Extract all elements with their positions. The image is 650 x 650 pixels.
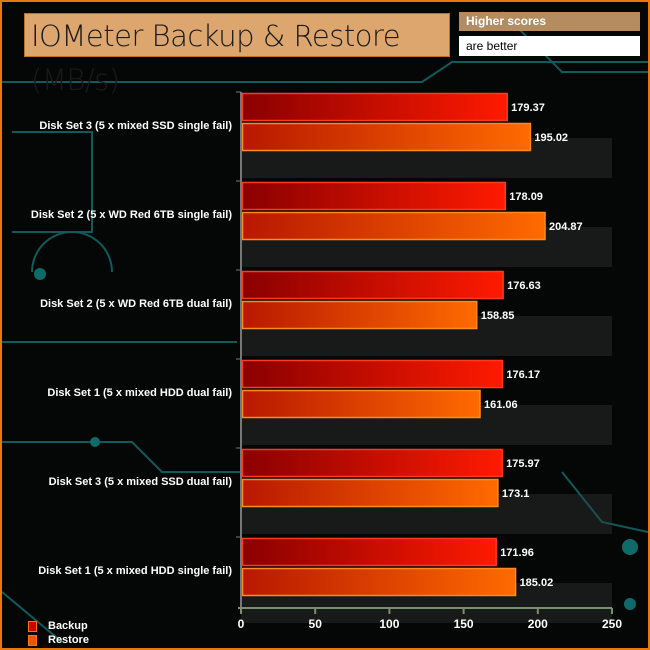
category-label: Disk Set 2 (5 x WD Red 6TB dual fail) [40, 298, 232, 310]
data-label: 158.85 [481, 310, 515, 322]
bar-restore [241, 478, 499, 508]
restore-swatch [28, 634, 37, 646]
are-better-label: are better [459, 36, 640, 56]
data-label: 173.1 [502, 488, 530, 500]
data-label: 175.97 [506, 458, 540, 470]
category-label: Disk Set 1 (5 x mixed HDD dual fail) [47, 387, 232, 399]
data-label: 171.96 [500, 547, 534, 559]
legend-item-restore: Restore [28, 633, 89, 647]
bar-backup [241, 92, 508, 122]
bar-backup [241, 181, 507, 211]
bar-backup [241, 270, 504, 300]
backup-swatch [28, 620, 37, 632]
bar-restore [241, 122, 532, 152]
category-label: Disk Set 3 (5 x mixed SSD dual fail) [49, 476, 233, 488]
x-tick-label: 150 [454, 617, 474, 631]
data-label: 179.37 [511, 102, 545, 114]
category-label: Disk Set 2 (5 x WD Red 6TB single fail) [31, 209, 232, 221]
bar-restore [241, 389, 481, 419]
bar-restore [241, 211, 546, 241]
bar-restore [241, 300, 478, 330]
legend-item-backup: Backup [28, 619, 89, 633]
data-label: 178.09 [509, 191, 543, 203]
chart-title: IOMeter Backup & Restore (MB/s) [24, 13, 450, 97]
legend-label: Backup [48, 620, 88, 632]
bar-backup [241, 448, 503, 478]
x-tick-label: 0 [238, 617, 245, 631]
data-label: 161.06 [484, 399, 518, 411]
higher-scores-label: Higher scores [459, 12, 640, 31]
category-label: Disk Set 3 (5 x mixed SSD single fail) [39, 120, 232, 132]
bar-restore [241, 567, 517, 597]
x-tick-label: 50 [309, 617, 323, 631]
data-label: 176.63 [507, 280, 541, 292]
category-label: Disk Set 1 (5 x mixed HDD single fail) [38, 565, 232, 577]
data-label: 185.02 [520, 577, 554, 589]
bar-backup [241, 537, 497, 567]
x-tick-label: 200 [528, 617, 548, 631]
data-label: 195.02 [534, 132, 568, 144]
x-tick-label: 100 [379, 617, 399, 631]
data-label: 176.17 [506, 369, 540, 381]
x-tick-label: 250 [602, 617, 622, 631]
legend: Backup Restore [28, 619, 89, 647]
legend-label: Restore [48, 634, 89, 646]
bar-backup [241, 359, 504, 389]
data-label: 204.87 [549, 221, 583, 233]
